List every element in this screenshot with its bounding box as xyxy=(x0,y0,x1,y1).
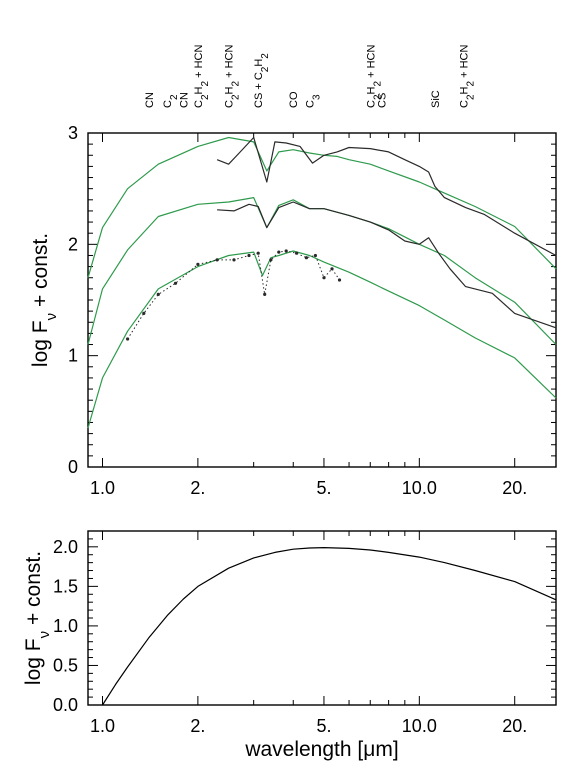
blackbody-curve-line xyxy=(101,546,557,706)
y-tick-label: 2.0 xyxy=(53,537,78,557)
spectra-panel: 1.0 2. 5. 10.0 20. 0 1 2 3 log Fν + const. xyxy=(29,123,557,498)
x-tick-label: 2. xyxy=(190,716,205,736)
model-spectrum-line xyxy=(87,136,557,278)
data-point xyxy=(196,262,200,266)
molecule-label: CN xyxy=(178,92,190,108)
model-spectrum-line xyxy=(87,250,557,429)
molecule-label: CO xyxy=(288,91,300,108)
y-tick-label: 0.0 xyxy=(53,695,78,715)
data-point xyxy=(256,251,260,255)
molecule-label: CS + C2H2 xyxy=(253,53,271,108)
data-point xyxy=(215,258,219,262)
y-tick-label: 1 xyxy=(68,346,78,366)
x-tick-label: 20. xyxy=(502,716,527,736)
molecule-label: C2H2 + HCN xyxy=(365,45,383,108)
molecule-label: C2H2 + HCN xyxy=(224,45,242,108)
x-tick-label: 10.0 xyxy=(402,716,437,736)
data-point xyxy=(337,278,342,282)
x-axis-title: wavelength [μm] xyxy=(244,738,398,761)
plot-frame xyxy=(87,530,557,706)
y-tick-label: 3 xyxy=(68,123,78,143)
x-tick-label: 5. xyxy=(316,478,331,498)
y-tick-label: 1.5 xyxy=(53,576,78,596)
molecule-label: CS xyxy=(377,93,389,108)
axis-ticks xyxy=(87,132,556,468)
data-point xyxy=(269,258,273,262)
x-tick-label: 2. xyxy=(190,478,205,498)
observed-spectrum-line xyxy=(216,136,557,257)
y-tick-label: 0 xyxy=(68,457,78,477)
molecule-label: C3 xyxy=(305,94,323,108)
x-tick-label: 20. xyxy=(502,478,527,498)
data-point xyxy=(263,292,267,296)
y-tick-label: 0.5 xyxy=(53,655,78,675)
plot-frame xyxy=(87,132,557,468)
y-axis-title: log Fν + const. xyxy=(29,233,60,367)
molecule-label: SiC xyxy=(430,90,442,108)
axis-ticks xyxy=(87,530,556,706)
y-tick-label: 2 xyxy=(68,234,78,254)
y-tick-label: 1.0 xyxy=(53,616,78,636)
molecule-label: C2H2 + HCN xyxy=(459,45,477,108)
data-point xyxy=(277,250,281,254)
y-axis-title: log Fν + const. xyxy=(22,551,53,685)
x-tick-label: 1.0 xyxy=(90,478,115,498)
x-tick-label: 10.0 xyxy=(402,478,437,498)
data-point xyxy=(126,337,130,341)
molecule-label: C2 xyxy=(162,94,180,108)
observed-spectrum-line xyxy=(217,201,557,329)
model-spectrum-line xyxy=(87,197,557,345)
x-tick-label: 1.0 xyxy=(90,716,115,736)
molecule-label: C2H2 + HCN xyxy=(193,45,211,108)
x-tick-label: 5. xyxy=(316,716,331,736)
observed-spectrum-dotted xyxy=(126,249,342,341)
molecule-label: CN xyxy=(144,92,156,108)
data-point xyxy=(173,281,178,285)
